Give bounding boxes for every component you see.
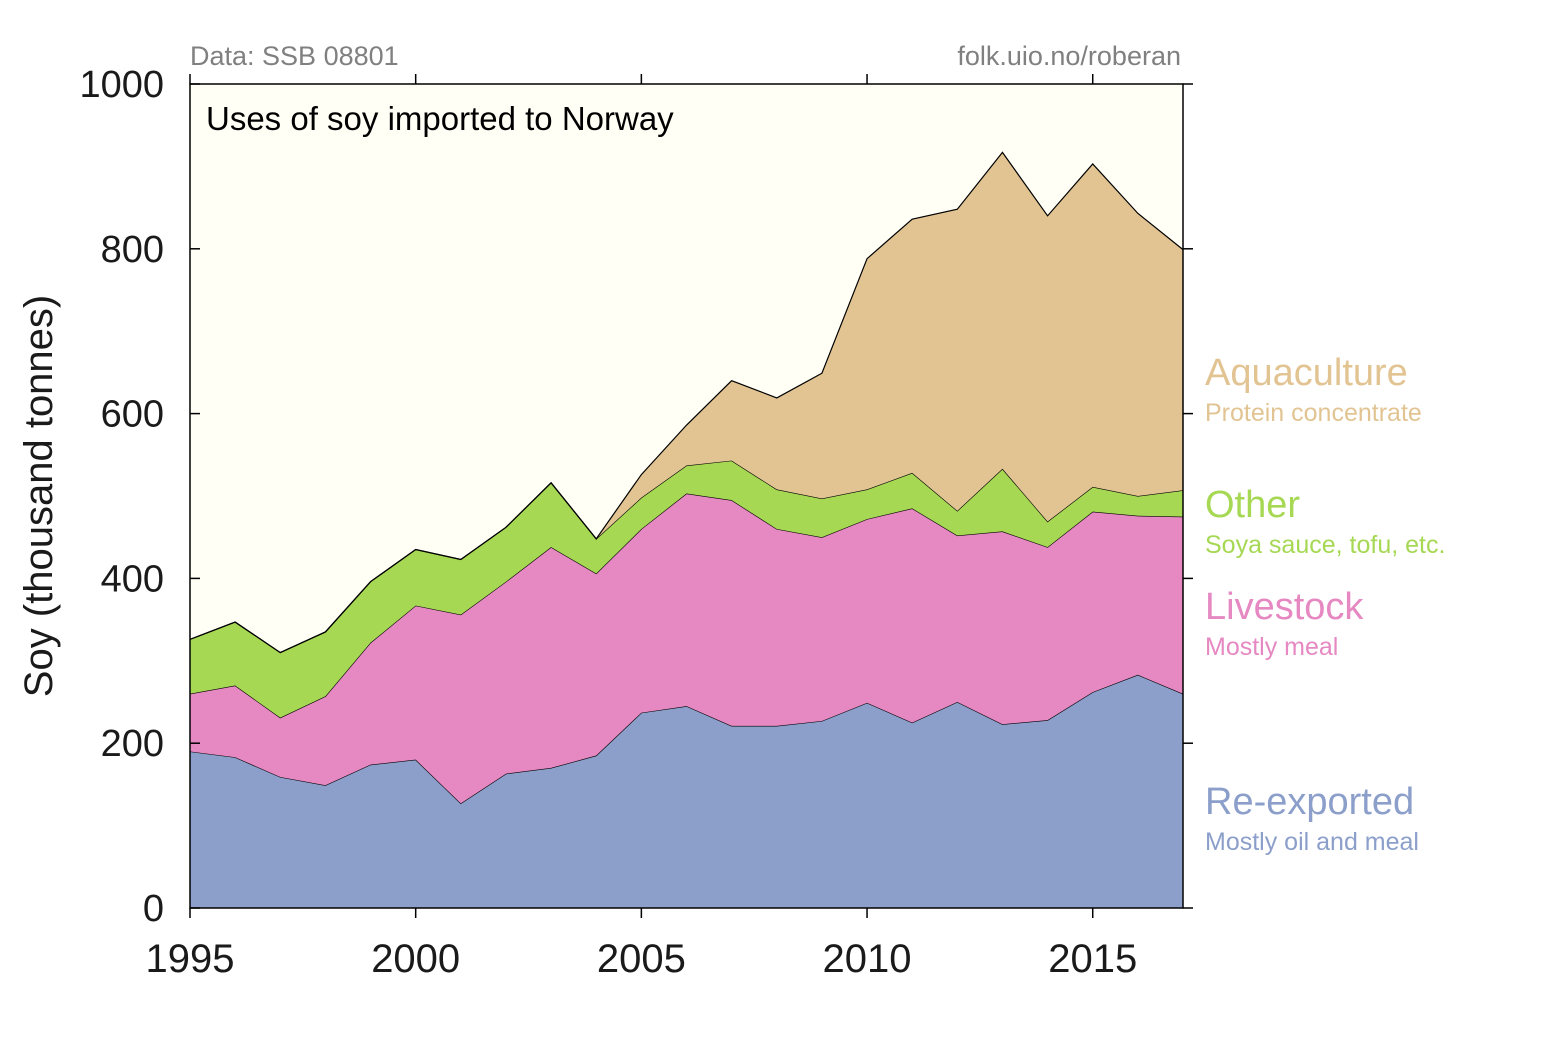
legend-label-other: Other: [1205, 484, 1300, 526]
axis-ticks: 0 200 400 600 800 1000 1995 2000 2005 2010 2015: [79, 64, 1193, 981]
stacked-areas: [189, 151, 1184, 908]
y-axis-label: Soy (thousand tonnes): [17, 295, 61, 697]
plot-frame: [189, 83, 1184, 909]
y-tick-label: 600: [101, 394, 164, 436]
legend-sublabel-other: Soya sauce, tofu, etc.: [1205, 531, 1445, 559]
area-livestock: [190, 493, 1183, 804]
y-tick-label: 400: [101, 558, 164, 600]
x-tick-label: 1995: [146, 937, 235, 981]
legend-sublabel-aquaculture: Protein concentrate: [1205, 399, 1422, 427]
legend-label-aquaculture: Aquaculture: [1205, 352, 1408, 394]
legend-label-re-exported: Re-exported: [1205, 781, 1414, 823]
area-aquaculture: [190, 152, 1183, 653]
x-tick-label: 2000: [371, 937, 460, 981]
area-re-exported: [190, 674, 1183, 908]
series-line-aquaculture: [189, 151, 1184, 654]
legend-sublabel-livestock: Mostly meal: [1205, 633, 1338, 661]
area-other: [190, 460, 1183, 718]
x-tick-label: 2015: [1048, 937, 1137, 981]
legend: Aquaculture Protein concentrate Other Soya …: [1205, 352, 1445, 856]
y-tick-label: 200: [101, 723, 164, 765]
legend-label-livestock: Livestock: [1205, 586, 1364, 628]
y-tick-label: 1000: [79, 64, 164, 106]
x-tick-label: 2005: [597, 937, 686, 981]
source-left: Data: SSB 08801: [190, 41, 399, 71]
y-tick-label: 0: [143, 888, 164, 930]
source-right: folk.uio.no/roberan: [957, 41, 1181, 71]
legend-sublabel-re-exported: Mostly oil and meal: [1205, 828, 1419, 856]
y-tick-label: 800: [101, 229, 164, 271]
x-tick-label: 2010: [823, 937, 912, 981]
chart-title: Uses of soy imported to Norway: [206, 100, 674, 137]
